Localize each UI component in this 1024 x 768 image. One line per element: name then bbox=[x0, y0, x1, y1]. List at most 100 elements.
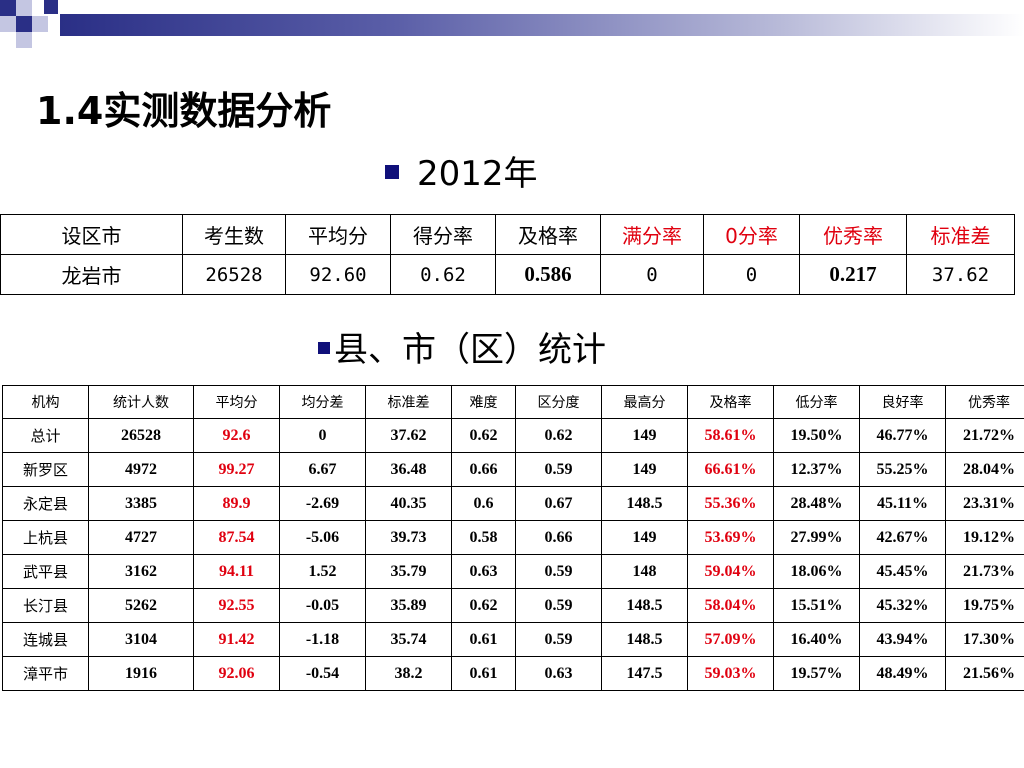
row-label-cell: 上杭县 bbox=[2, 520, 89, 555]
table-cell: 0 bbox=[703, 254, 800, 295]
table-cell: 148.5 bbox=[601, 588, 688, 623]
table-row: 上杭县 4727 87.54 -5.06 39.73 0.58 0.66 149 53.69% 2… bbox=[2, 520, 1024, 555]
table-cell: 55.25% bbox=[859, 452, 946, 487]
table-cell: 1.52 bbox=[279, 554, 366, 589]
table-cell: 0.59 bbox=[515, 554, 602, 589]
table-cell: 99.27 bbox=[193, 452, 280, 487]
table-header-row: 设区市 考生数 平均分 得分率 及格率 满分率 0分率 优秀率 标准差 bbox=[0, 214, 1015, 255]
table-header-cell: 优秀率 bbox=[945, 385, 1024, 419]
deco-gradient-bar bbox=[60, 14, 1024, 36]
table-cell: 龙岩市 bbox=[0, 254, 183, 295]
table-cell: 0.61 bbox=[451, 622, 516, 657]
table-cell: 4972 bbox=[88, 452, 194, 487]
table-cell: 5262 bbox=[88, 588, 194, 623]
table-cell: 43.94% bbox=[859, 622, 946, 657]
table-header-cell: 低分率 bbox=[773, 385, 860, 419]
table-header-cell: 良好率 bbox=[859, 385, 946, 419]
table-header-cell: 得分率 bbox=[390, 214, 496, 255]
table-cell: 21.56% bbox=[945, 656, 1024, 691]
table-cell: 55.36% bbox=[687, 486, 774, 521]
header-decoration bbox=[0, 0, 1024, 50]
table-header-cell: 区分度 bbox=[515, 385, 602, 419]
table-cell: 91.42 bbox=[193, 622, 280, 657]
row-label-cell: 长汀县 bbox=[2, 588, 89, 623]
table-row: 总计 26528 92.6 0 37.62 0.62 0.62 149 58.61% 19.50%… bbox=[2, 418, 1024, 453]
table-header-cell: 标准差 bbox=[906, 214, 1015, 255]
table-cell: 0.62 bbox=[451, 588, 516, 623]
table-cell: 0.63 bbox=[451, 554, 516, 589]
table-cell: 59.04% bbox=[687, 554, 774, 589]
table-cell: 0.217 bbox=[799, 254, 907, 295]
table-cell: 0.59 bbox=[515, 452, 602, 487]
table-cell: 58.61% bbox=[687, 418, 774, 453]
square-bullet-icon bbox=[385, 164, 399, 179]
deco-square-light bbox=[32, 16, 48, 32]
table-row: 龙岩市 26528 92.60 0.62 0.586 0 0 0.217 37.… bbox=[0, 254, 1015, 295]
table-cell: 19.57% bbox=[773, 656, 860, 691]
table-cell: 17.30% bbox=[945, 622, 1024, 657]
row-label-cell: 连城县 bbox=[2, 622, 89, 657]
table-cell: 21.72% bbox=[945, 418, 1024, 453]
deco-square-light bbox=[16, 32, 32, 48]
table-cell: 19.50% bbox=[773, 418, 860, 453]
table-cell: 23.31% bbox=[945, 486, 1024, 521]
table-header-cell: 标准差 bbox=[365, 385, 452, 419]
table-cell: 42.67% bbox=[859, 520, 946, 555]
table-row: 长汀县 5262 92.55 -0.05 35.89 0.62 0.59 148.5 58.04… bbox=[2, 588, 1024, 623]
table-cell: 12.37% bbox=[773, 452, 860, 487]
table-cell: 92.55 bbox=[193, 588, 280, 623]
table-header-cell: 难度 bbox=[451, 385, 516, 419]
city-summary-table: 设区市 考生数 平均分 得分率 及格率 满分率 0分率 优秀率 标准差 龙岩市 … bbox=[0, 214, 1015, 295]
table-cell: 57.09% bbox=[687, 622, 774, 657]
row-label-cell: 永定县 bbox=[2, 486, 89, 521]
table-header-cell: 考生数 bbox=[182, 214, 286, 255]
table-cell: 37.62 bbox=[906, 254, 1015, 295]
table-cell: -0.05 bbox=[279, 588, 366, 623]
table-cell: 0.62 bbox=[451, 418, 516, 453]
deco-square-navy bbox=[16, 16, 32, 32]
table-cell: 39.73 bbox=[365, 520, 452, 555]
table-cell: 35.89 bbox=[365, 588, 452, 623]
table-cell: 4727 bbox=[88, 520, 194, 555]
table-cell: 94.11 bbox=[193, 554, 280, 589]
table-cell: 53.69% bbox=[687, 520, 774, 555]
table-header-cell: 最高分 bbox=[601, 385, 688, 419]
deco-square-navy bbox=[0, 0, 16, 16]
row-label-cell: 新罗区 bbox=[2, 452, 89, 487]
table-cell: 3104 bbox=[88, 622, 194, 657]
table-cell: 0.59 bbox=[515, 588, 602, 623]
table-header-cell: 满分率 bbox=[600, 214, 704, 255]
table-cell: 0.66 bbox=[451, 452, 516, 487]
table-cell: 148 bbox=[601, 554, 688, 589]
table-cell: 0.63 bbox=[515, 656, 602, 691]
table-header-cell: 统计人数 bbox=[88, 385, 194, 419]
table-header-cell: 0分率 bbox=[703, 214, 800, 255]
table-cell: 92.6 bbox=[193, 418, 280, 453]
table-cell: 0 bbox=[279, 418, 366, 453]
table-cell: 37.62 bbox=[365, 418, 452, 453]
table-cell: 46.77% bbox=[859, 418, 946, 453]
table-header-cell: 均分差 bbox=[279, 385, 366, 419]
row-label-cell: 武平县 bbox=[2, 554, 89, 589]
table-cell: 26528 bbox=[88, 418, 194, 453]
table-cell: 148.5 bbox=[601, 486, 688, 521]
table-cell: 35.74 bbox=[365, 622, 452, 657]
table-cell: 28.04% bbox=[945, 452, 1024, 487]
table-cell: 45.11% bbox=[859, 486, 946, 521]
table-header-cell: 优秀率 bbox=[799, 214, 907, 255]
table-cell: 92.60 bbox=[285, 254, 391, 295]
table-cell: 0.586 bbox=[495, 254, 601, 295]
table-cell: 92.06 bbox=[193, 656, 280, 691]
table-cell: 58.04% bbox=[687, 588, 774, 623]
table-row: 漳平市 1916 92.06 -0.54 38.2 0.61 0.63 147.5 59.03%… bbox=[2, 656, 1024, 691]
table-cell: 149 bbox=[601, 418, 688, 453]
table-header-cell: 平均分 bbox=[285, 214, 391, 255]
table-cell: 89.9 bbox=[193, 486, 280, 521]
table-header-cell: 及格率 bbox=[495, 214, 601, 255]
table-body: 总计 26528 92.6 0 37.62 0.62 0.62 149 58.61% 19.50%… bbox=[2, 418, 1024, 691]
table-cell: 45.32% bbox=[859, 588, 946, 623]
county-stats-table: 机构 统计人数 平均分 均分差 标准差 难度 区分度 最高分 及格率 低分率 良好率 优秀率 总计 26… bbox=[2, 385, 1024, 691]
table-cell: 0.58 bbox=[451, 520, 516, 555]
deco-square-light bbox=[0, 16, 16, 32]
row-label-cell: 总计 bbox=[2, 418, 89, 453]
